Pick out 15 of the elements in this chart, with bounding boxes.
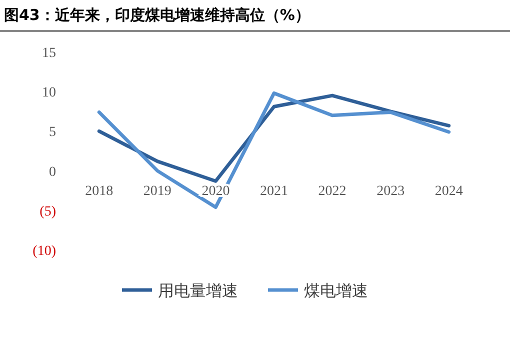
y-tick-label: 0 xyxy=(49,164,56,180)
x-tick-label: 2018 xyxy=(85,184,114,199)
y-tick-label: 10 xyxy=(42,86,56,101)
x-tick-label: 2022 xyxy=(318,184,346,199)
legend-label: 用电量增速 xyxy=(158,281,238,300)
x-tick-label: 2023 xyxy=(376,184,405,199)
y-tick-label: 5 xyxy=(49,125,56,140)
y-tick-label: (10) xyxy=(32,244,56,259)
chart-title: 图43：近年来，印度煤电增速维持高位（%） xyxy=(4,6,310,24)
x-tick-label: 2021 xyxy=(260,184,288,199)
y-tick-label: 15 xyxy=(42,46,56,61)
y-tick-label: (5) xyxy=(40,204,56,220)
x-tick-label: 2019 xyxy=(143,184,172,199)
legend-label: 煤电增速 xyxy=(304,281,368,300)
x-tick-label: 2024 xyxy=(434,184,463,199)
